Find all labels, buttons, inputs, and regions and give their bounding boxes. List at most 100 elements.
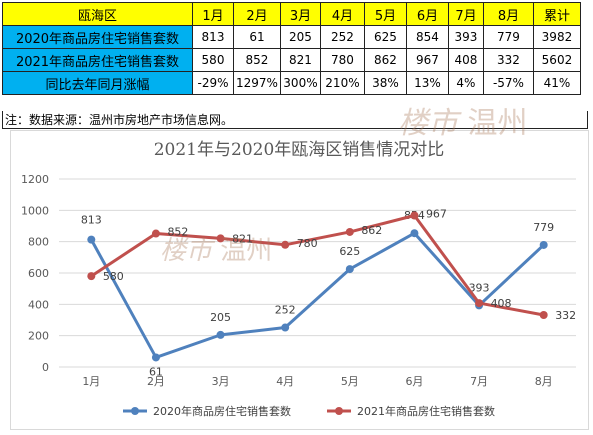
x-tick-label: 4月	[276, 375, 294, 388]
table-cell: 4%	[447, 71, 484, 95]
y-tick-label: 1000	[21, 204, 49, 217]
data-label: 852	[167, 226, 188, 239]
legend-label: 2021年商品房住宅销售套数	[357, 404, 495, 418]
x-tick-label: 2月	[147, 375, 165, 388]
x-tick-label: 7月	[470, 375, 488, 388]
legend-label: 2020年商品房住宅销售套数	[153, 404, 291, 418]
header-cell: 4月	[319, 2, 365, 26]
data-point	[151, 353, 160, 362]
x-tick-label: 5月	[341, 375, 359, 388]
table-cell: 13%	[405, 71, 449, 95]
data-label: 393	[469, 281, 490, 294]
table-cell: 61	[233, 25, 281, 49]
data-point	[281, 240, 290, 249]
table-cell: 580	[192, 48, 234, 72]
x-tick-label: 1月	[82, 375, 100, 388]
table-cell: 852	[233, 48, 281, 72]
table-header-row: 瓯海区 1月 2月 3月 4月 5月 6月 7月 8月 累计	[2, 2, 581, 26]
chart-title: 2021年与2020年瓯海区销售情况对比	[154, 140, 445, 160]
data-label: 61	[149, 365, 163, 378]
data-point	[539, 240, 548, 249]
header-cell: 累计	[532, 2, 581, 26]
data-label: 821	[232, 232, 253, 245]
header-cell: 7月	[447, 2, 484, 26]
row-label: 2021年商品房住宅销售套数	[2, 48, 193, 72]
data-point	[410, 229, 419, 238]
data-label: 862	[361, 224, 382, 237]
table-cell: 252	[319, 25, 365, 49]
table-cell: 821	[279, 48, 321, 72]
table-cell: 780	[319, 48, 365, 72]
x-tick-label: 8月	[535, 375, 553, 388]
data-label: 332	[555, 309, 576, 322]
row-label: 2020年商品房住宅销售套数	[2, 25, 193, 49]
data-label: 779	[533, 221, 554, 234]
header-cell: 1月	[192, 2, 234, 26]
data-label: 252	[275, 304, 296, 317]
legend-swatch-marker	[335, 407, 343, 415]
data-point	[475, 299, 484, 308]
data-label: 813	[81, 214, 102, 227]
header-cell: 6月	[405, 2, 449, 26]
header-cell: 5月	[363, 2, 407, 26]
table-cell: 862	[363, 48, 407, 72]
table-cell: 779	[482, 25, 534, 49]
data-label: 408	[491, 297, 512, 310]
line-chart: 2021年与2020年瓯海区销售情况对比 0 200 400 600 800 1000 12…	[21, 140, 576, 418]
data-point	[281, 323, 290, 332]
y-tick-label: 0	[42, 361, 49, 374]
data-point	[216, 330, 225, 339]
table-row-2020: 2020年商品房住宅销售套数 813 61 205 252 625 854 39…	[2, 25, 581, 49]
sales-summary-table: 瓯海区 1月 2月 3月 4月 5月 6月 7月 8月 累计 2020年商品房住…	[2, 2, 581, 95]
row-label: 同比去年同月涨幅	[2, 71, 193, 95]
series-line	[89, 231, 546, 359]
data-point	[87, 272, 96, 281]
data-point	[410, 211, 419, 220]
legend-swatch-marker	[131, 407, 139, 415]
header-cell: 瓯海区	[2, 2, 193, 26]
data-point	[345, 227, 354, 236]
data-point	[539, 310, 548, 319]
header-cell: 2月	[233, 2, 281, 26]
table-cell: 5602	[532, 48, 581, 72]
data-source-note: 注：数据来源：温州市房地产市场信息网。	[2, 111, 588, 129]
table-cell: 38%	[363, 71, 407, 95]
table-cell: 300%	[279, 71, 321, 95]
table-cell: 625	[363, 25, 407, 49]
x-tick-label: 3月	[212, 375, 230, 388]
table-cell: -57%	[482, 71, 534, 95]
data-label: 205	[210, 311, 231, 324]
table-cell: 854	[405, 25, 449, 49]
data-point	[87, 235, 96, 244]
table-cell: -29%	[192, 71, 234, 95]
y-tick-label: 800	[28, 236, 49, 249]
data-point	[151, 229, 160, 238]
table-cell: 3982	[532, 25, 581, 49]
table-cell: 41%	[532, 71, 581, 95]
data-label: 967	[426, 208, 447, 221]
table-cell: 967	[405, 48, 449, 72]
line-chart-frame: 2021年与2020年瓯海区销售情况对比 0 200 400 600 800 1000 12…	[10, 130, 589, 430]
header-cell: 8月	[482, 2, 534, 26]
table-row-2021: 2021年商品房住宅销售套数 580 852 821 780 862 967 4…	[2, 48, 581, 72]
data-label: 625	[339, 245, 360, 258]
table-cell: 205	[279, 25, 321, 49]
table-cell: 332	[482, 48, 534, 72]
table-cell: 1297%	[233, 71, 281, 95]
table-cell: 813	[192, 25, 234, 49]
y-tick-label: 600	[28, 267, 49, 280]
table-cell: 408	[447, 48, 484, 72]
series-line	[89, 214, 546, 317]
data-label: 780	[297, 237, 318, 250]
header-cell: 3月	[279, 2, 321, 26]
data-label: 580	[103, 270, 124, 283]
y-tick-label: 1200	[21, 173, 49, 186]
y-tick-label: 200	[28, 330, 49, 343]
data-point	[216, 234, 225, 243]
data-point	[345, 265, 354, 274]
table-row-growth: 同比去年同月涨幅 -29% 1297% 300% 210% 38% 13% 4%…	[2, 71, 581, 95]
y-tick-label: 400	[28, 298, 49, 311]
x-tick-label: 6月	[405, 375, 423, 388]
table-cell: 210%	[319, 71, 365, 95]
